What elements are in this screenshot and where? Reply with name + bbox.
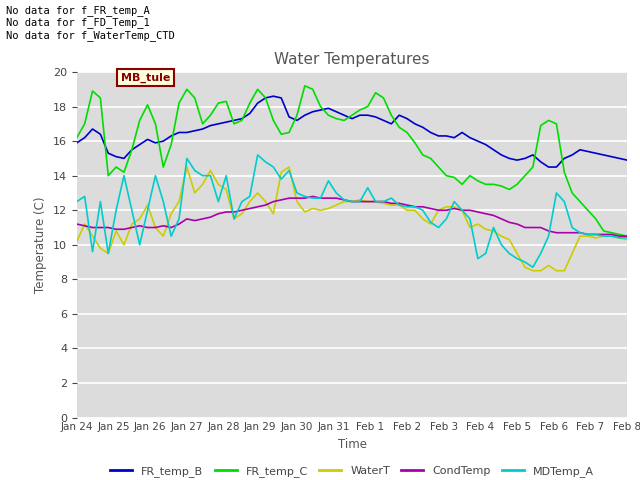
CondTemp <box>411 204 419 210</box>
WaterT <box>607 233 615 239</box>
WaterT <box>411 207 419 213</box>
FR_temp_B <box>545 164 552 170</box>
CondTemp <box>309 193 317 199</box>
FR_temp_B <box>584 149 592 155</box>
CondTemp <box>576 230 584 236</box>
WaterT <box>623 237 631 242</box>
Y-axis label: Temperature (C): Temperature (C) <box>35 196 47 293</box>
CondTemp <box>89 225 97 230</box>
FR_temp_C <box>301 83 308 89</box>
FR_temp_C <box>411 140 419 146</box>
FR_temp_C <box>73 135 81 141</box>
FR_temp_B <box>89 126 97 132</box>
FR_temp_B <box>73 140 81 146</box>
FR_temp_B <box>152 140 159 146</box>
Legend: FR_temp_B, FR_temp_C, WaterT, CondTemp, MDTemp_A: FR_temp_B, FR_temp_C, WaterT, CondTemp, … <box>106 461 598 480</box>
FR_temp_B <box>411 121 419 127</box>
MDTemp_A <box>152 173 159 179</box>
MDTemp_A <box>348 199 356 204</box>
FR_temp_C <box>348 112 356 118</box>
Line: FR_temp_C: FR_temp_C <box>77 86 627 236</box>
MDTemp_A <box>254 152 262 158</box>
WaterT <box>89 233 97 239</box>
Text: MB_tule: MB_tule <box>121 72 170 83</box>
FR_temp_C <box>497 183 505 189</box>
FR_temp_C <box>89 88 97 94</box>
MDTemp_A <box>411 204 419 210</box>
FR_temp_B <box>269 93 277 99</box>
WaterT <box>73 239 81 244</box>
Line: CondTemp: CondTemp <box>77 196 627 236</box>
MDTemp_A <box>529 264 537 270</box>
MDTemp_A <box>607 233 615 239</box>
FR_temp_C <box>623 233 631 239</box>
MDTemp_A <box>89 249 97 254</box>
Line: FR_temp_B: FR_temp_B <box>77 96 627 167</box>
X-axis label: Time: Time <box>337 438 367 451</box>
Line: MDTemp_A: MDTemp_A <box>77 155 627 267</box>
Line: WaterT: WaterT <box>77 167 627 271</box>
MDTemp_A <box>73 199 81 204</box>
CondTemp <box>348 199 356 204</box>
FR_temp_B <box>607 154 615 159</box>
Title: Water Temperatures: Water Temperatures <box>275 52 429 67</box>
FR_temp_B <box>348 116 356 121</box>
Text: No data for f_FR_temp_A
No data for f_FD_Temp_1
No data for f_WaterTemp_CTD: No data for f_FR_temp_A No data for f_FD… <box>6 5 175 41</box>
CondTemp <box>616 233 623 239</box>
WaterT <box>348 199 356 204</box>
WaterT <box>529 268 537 274</box>
CondTemp <box>152 225 159 230</box>
MDTemp_A <box>623 235 631 241</box>
MDTemp_A <box>584 231 592 237</box>
FR_temp_C <box>600 228 607 234</box>
WaterT <box>584 233 592 239</box>
WaterT <box>183 164 191 170</box>
CondTemp <box>623 233 631 239</box>
CondTemp <box>600 231 607 237</box>
WaterT <box>152 225 159 230</box>
FR_temp_B <box>623 157 631 163</box>
FR_temp_C <box>230 121 238 127</box>
CondTemp <box>73 221 81 227</box>
